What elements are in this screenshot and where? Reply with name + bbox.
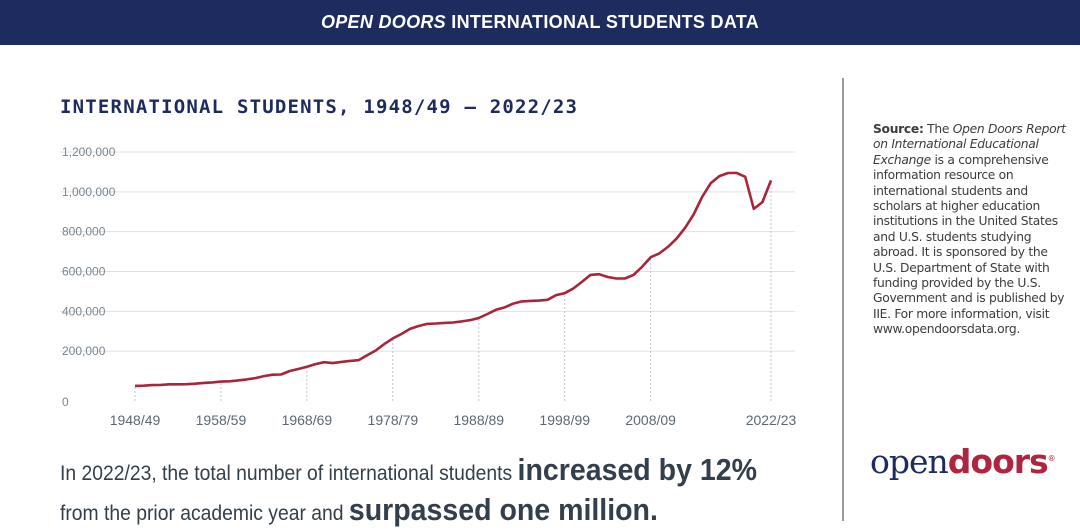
chart-title: INTERNATIONAL STUDENTS, 1948/49 – 2022/2… bbox=[60, 96, 578, 118]
series-line bbox=[135, 173, 771, 386]
x-tick-label: 1968/69 bbox=[282, 412, 333, 428]
y-tick-label: 0 bbox=[62, 395, 69, 409]
line-chart: 0 200,000 400,000 600,000 800,000 1,000,000 1,… bbox=[0, 140, 830, 440]
logo-doors: doors bbox=[948, 442, 1048, 481]
source-text-pre: The bbox=[924, 122, 953, 136]
logo-open: open bbox=[870, 442, 948, 481]
x-tick-label: 1948/49 bbox=[110, 412, 161, 428]
source-note: Source: The Open Doors Report on Interna… bbox=[873, 122, 1073, 338]
summary-highlight-1: increased by 12% bbox=[518, 452, 757, 487]
logo-registered: ® bbox=[1048, 454, 1055, 463]
summary-text: In 2022/23, the total number of internat… bbox=[60, 452, 757, 532]
summary-highlight-2: surpassed one million. bbox=[349, 492, 658, 527]
y-tick-label: 200,000 bbox=[62, 344, 106, 358]
header-title: INTERNATIONAL STUDENTS DATA bbox=[446, 12, 759, 32]
x-tick-label: 2008/09 bbox=[625, 412, 676, 428]
x-tick-label: 1998/99 bbox=[539, 412, 590, 428]
x-tick-label: 1978/79 bbox=[368, 412, 419, 428]
source-text: is a comprehensive information resource … bbox=[873, 153, 1064, 336]
header-banner: OPEN DOORS INTERNATIONAL STUDENTS DATA bbox=[0, 0, 1080, 45]
y-tick-label: 600,000 bbox=[62, 265, 106, 279]
divider bbox=[842, 78, 844, 521]
x-tick-label: 2022/23 bbox=[746, 412, 797, 428]
opendoors-logo: opendoors® bbox=[870, 442, 1055, 481]
header-title-brand: OPEN DOORS bbox=[321, 12, 446, 32]
y-tick-label: 1,000,000 bbox=[62, 185, 116, 199]
summary-p1: In 2022/23, the total number of internat… bbox=[60, 462, 518, 485]
y-tick-label: 800,000 bbox=[62, 225, 106, 239]
y-tick-label: 400,000 bbox=[62, 304, 106, 318]
x-tick-label: 1958/59 bbox=[196, 412, 247, 428]
source-label: Source: bbox=[873, 122, 924, 136]
summary-p3: from the prior academic year and bbox=[60, 502, 349, 525]
x-tick-label: 1988/89 bbox=[453, 412, 504, 428]
y-tick-label: 1,200,000 bbox=[62, 145, 116, 159]
